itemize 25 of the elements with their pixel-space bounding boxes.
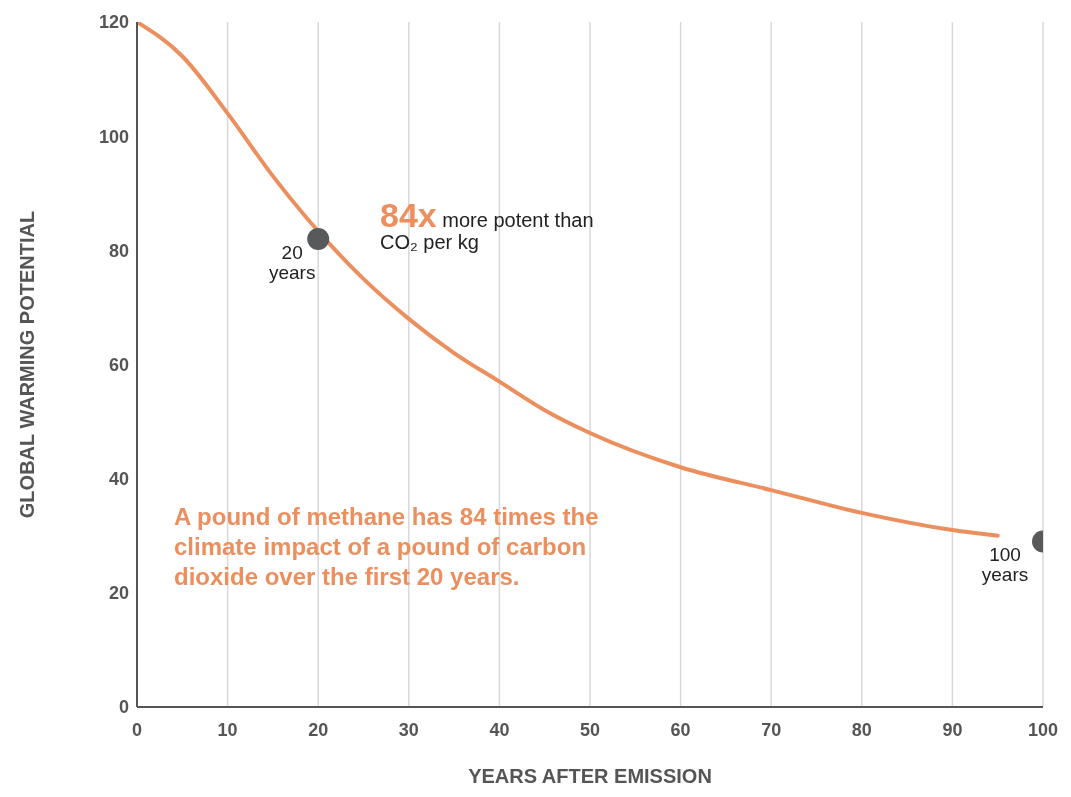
annotation: 100 years <box>980 544 1030 586</box>
y-tick-label: 40 <box>108 469 129 490</box>
y-tick-label: 120 <box>98 12 129 33</box>
x-tick-label: 100 <box>1027 719 1059 740</box>
annotation: 84x more potent than CO₂ per kg <box>380 196 594 253</box>
x-tick-label: 30 <box>398 719 419 740</box>
y-axis-title: GLOBAL WARMING POTENTIAL <box>16 210 39 519</box>
y-tick-label: 20 <box>108 583 129 604</box>
x-axis-title: YEARS AFTER EMISSION <box>468 765 712 787</box>
annotation: A pound of methane has 84 times the climate impact of a pound of carbon dioxide over the first 20 years. <box>174 502 600 592</box>
x-tick-label: 80 <box>851 719 872 740</box>
x-tick-label: 50 <box>579 719 601 740</box>
x-tick-label: 10 <box>217 719 238 740</box>
x-tick-label: 60 <box>670 719 691 740</box>
x-tick-label: 20 <box>308 719 329 740</box>
y-tick-label: 60 <box>108 354 129 375</box>
annotation: 20 years <box>267 241 317 283</box>
x-tick-label: 70 <box>761 719 782 740</box>
y-tick-label: 100 <box>98 126 129 147</box>
y-tick-label: 80 <box>108 240 129 261</box>
x-tick-label: 40 <box>489 719 510 740</box>
y-tick-label: 0 <box>118 697 129 718</box>
x-tick-label: 0 <box>131 719 143 740</box>
x-tick-label: 90 <box>942 719 963 740</box>
line-series <box>137 22 1000 538</box>
